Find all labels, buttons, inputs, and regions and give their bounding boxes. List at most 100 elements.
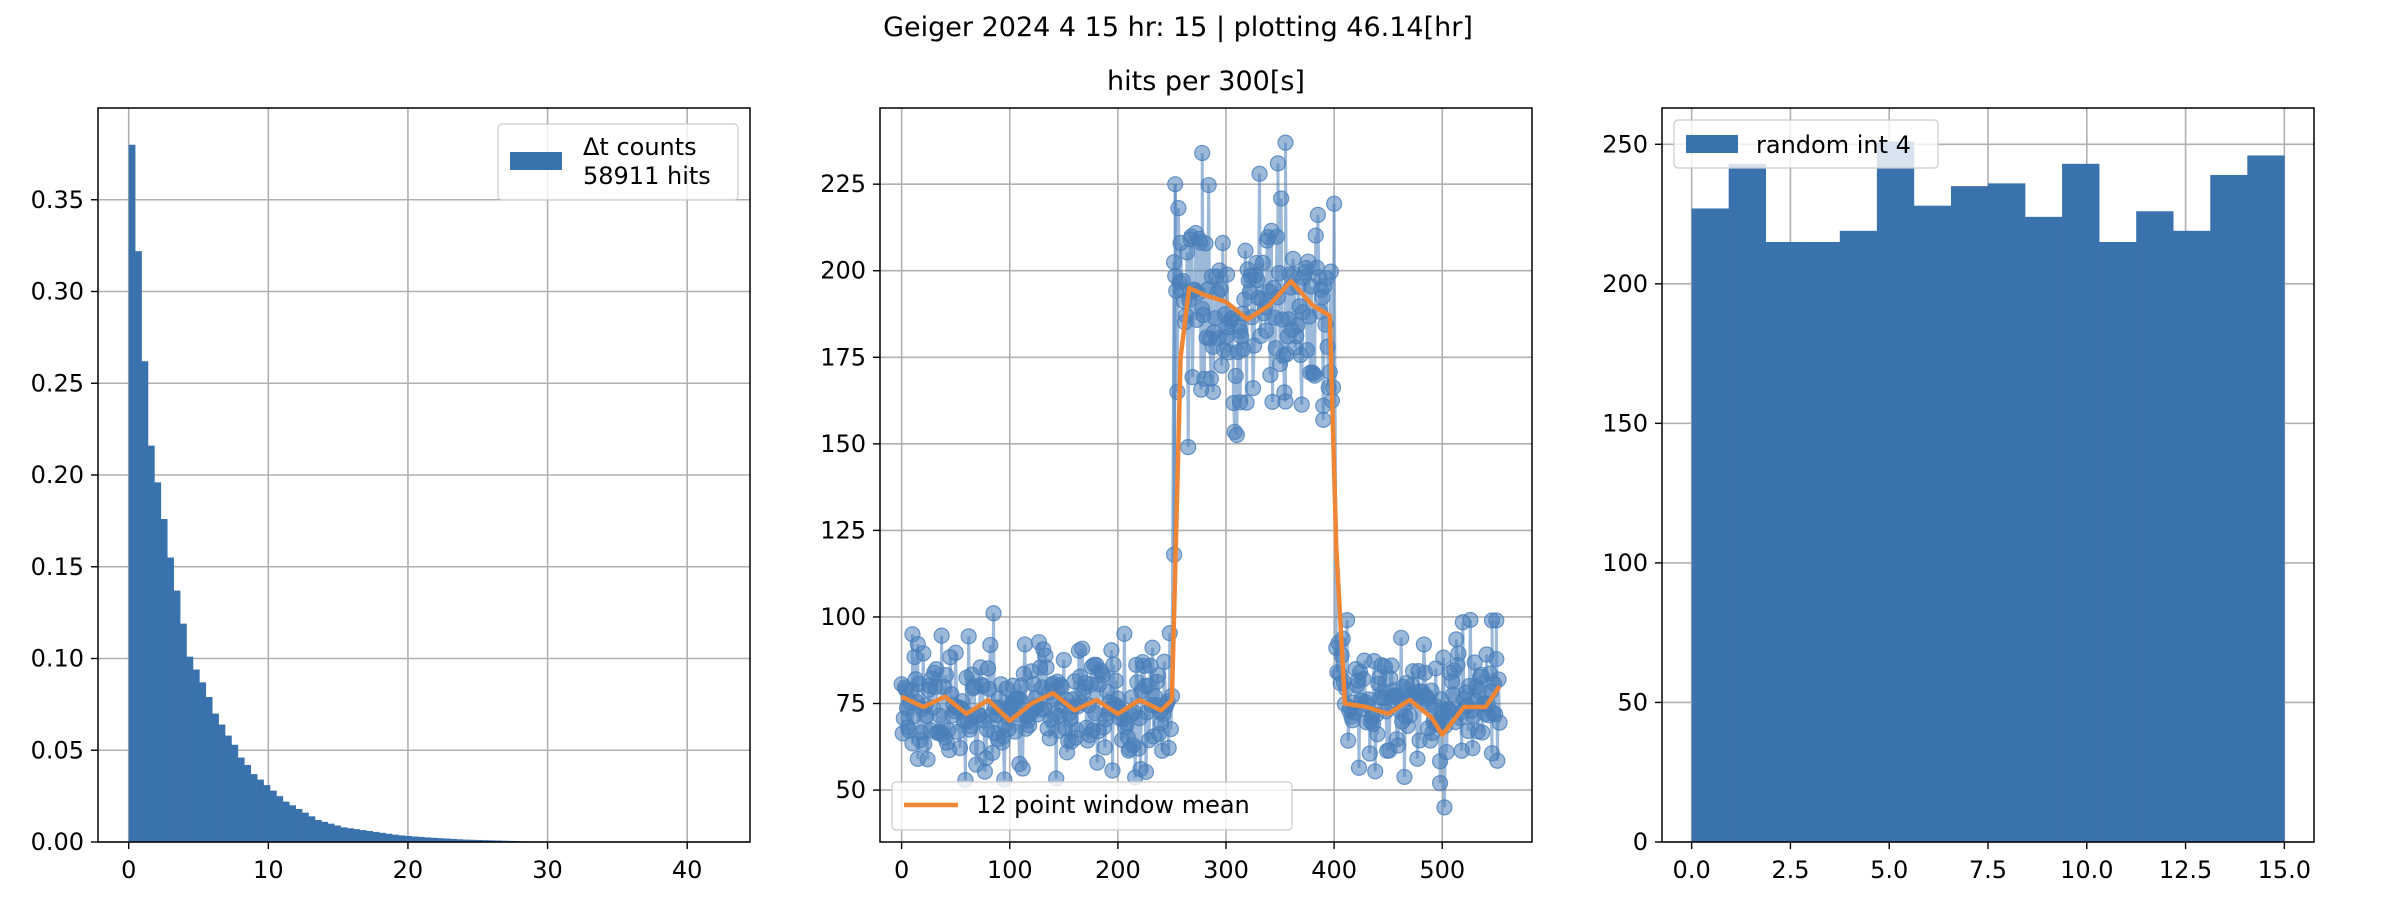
- hits-point: [1490, 671, 1507, 688]
- y-tick-label: 100: [1602, 549, 1648, 577]
- hits-point: [1262, 366, 1279, 384]
- histogram-bar: [456, 839, 463, 842]
- histogram-bar: [128, 144, 136, 842]
- hits-point: [1438, 744, 1455, 761]
- hits-point: [1251, 165, 1268, 182]
- hits-point: [916, 735, 933, 752]
- histogram-bar: [199, 682, 207, 842]
- histogram-bar: [436, 838, 444, 842]
- hits-point: [1156, 653, 1173, 670]
- histogram-bar: [308, 816, 316, 842]
- histogram-bar: [392, 834, 399, 842]
- hits-point: [976, 763, 993, 780]
- histogram-bar: [2247, 155, 2285, 842]
- hits-point: [1409, 750, 1426, 767]
- x-tick-label: 0.0: [1673, 856, 1711, 884]
- hits-point: [1491, 714, 1508, 731]
- hits-point: [1214, 234, 1231, 252]
- legend-swatch: [1686, 135, 1738, 153]
- histogram-bar: [237, 757, 245, 842]
- y-tick-label: 50: [835, 776, 866, 804]
- x-tick-label: 40: [672, 856, 703, 884]
- panel-title: hits per 300[s]: [1107, 66, 1305, 97]
- histogram-bar: [135, 251, 142, 842]
- hits-point: [1401, 707, 1418, 724]
- hits-point: [1204, 383, 1222, 401]
- hits-point: [1340, 732, 1357, 749]
- y-tick-label: 100: [820, 603, 866, 631]
- hits-point: [1309, 206, 1327, 223]
- hits-point: [1383, 657, 1400, 674]
- x-tick-label: 15.0: [2258, 856, 2311, 884]
- hits-point: [1450, 645, 1467, 662]
- y-tick-label: 175: [820, 343, 866, 371]
- histogram-bar: [1876, 141, 1915, 843]
- x-tick-label: 12.5: [2159, 856, 2212, 884]
- x-tick-label: 500: [1419, 856, 1465, 884]
- hits-point: [1350, 759, 1368, 776]
- hits-point: [1130, 740, 1147, 757]
- hits-point: [951, 739, 969, 757]
- histogram-bar: [1988, 183, 2026, 842]
- hits-point: [1488, 650, 1505, 668]
- hits-point: [980, 660, 997, 677]
- histogram-bar: [2136, 211, 2174, 843]
- histogram-bar: [385, 833, 393, 842]
- histogram-bar: [321, 821, 329, 842]
- legend-label: Δt counts: [583, 133, 697, 161]
- hits-point: [1194, 144, 1211, 162]
- histogram-bar: [186, 656, 194, 842]
- hits-point: [1103, 642, 1120, 659]
- y-tick-label: 0.15: [31, 553, 84, 581]
- histogram-bar: [212, 713, 219, 842]
- hits-point: [1116, 625, 1133, 642]
- y-tick-label: 0.35: [31, 186, 84, 214]
- hits-point: [947, 644, 964, 661]
- hits-point: [1014, 760, 1031, 777]
- panel-dt-histogram: 0 10 20 30 40 0.00 0.05 0.10 0.15 0.20 0.25 0.30 0.3…: [31, 107, 751, 884]
- hits-point: [1436, 799, 1453, 816]
- histogram-bar: [147, 445, 155, 842]
- hits-point: [960, 628, 977, 645]
- histogram-bar: [1691, 208, 1729, 842]
- histogram-bar: [1913, 205, 1952, 842]
- y-tick-label: 0.25: [31, 369, 84, 397]
- hits-point: [1107, 672, 1124, 689]
- histogram-bar: [327, 823, 335, 842]
- histogram-bar: [424, 837, 431, 842]
- histogram-bar: [379, 832, 386, 842]
- x-tick-label: 200: [1095, 856, 1141, 884]
- histogram-bar: [443, 838, 451, 842]
- hits-point: [1105, 656, 1122, 673]
- hits-point: [1016, 636, 1033, 653]
- histogram-bar: [302, 812, 309, 842]
- hits-point: [1162, 720, 1179, 738]
- histogram-bar: [160, 519, 168, 842]
- hits-point: [1218, 266, 1236, 283]
- mean-line: [900, 278, 1502, 737]
- hits-point: [1306, 367, 1323, 384]
- x-tick-label: 10: [253, 856, 284, 884]
- hits-point: [1202, 370, 1219, 387]
- histogram-bar: [411, 836, 419, 842]
- hits-point: [1137, 763, 1155, 781]
- hits-point: [1315, 411, 1332, 428]
- histogram-bar: [192, 669, 200, 842]
- histogram-bar: [263, 785, 271, 842]
- legend: 12 point window mean: [891, 781, 1293, 831]
- hits-point: [937, 667, 955, 684]
- y-tick-label: 150: [820, 430, 866, 458]
- hits-point: [1144, 639, 1161, 656]
- hits-point: [1180, 439, 1197, 456]
- hits-point: [1038, 659, 1055, 676]
- hits-point: [982, 636, 999, 654]
- figure-suptitle: Geiger 2024 4 15 hr: 15 | plotting 46.14…: [883, 12, 1473, 43]
- hits-point: [1307, 227, 1324, 244]
- hits-point: [1055, 651, 1072, 669]
- histogram-bar: [1839, 230, 1878, 843]
- hits-point: [1089, 754, 1106, 771]
- histogram-bar: [475, 839, 483, 842]
- hits-point: [1104, 762, 1121, 779]
- hits-point: [1488, 612, 1505, 629]
- hits-point: [1369, 726, 1386, 743]
